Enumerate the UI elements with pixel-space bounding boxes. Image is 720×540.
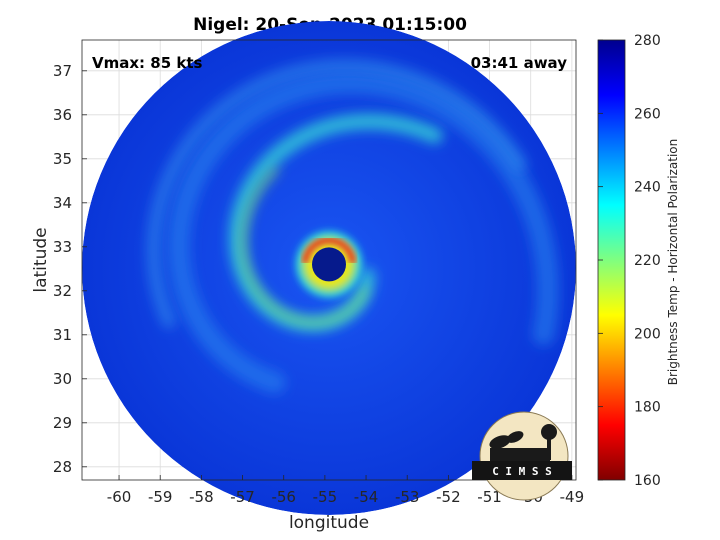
colorbar-tick-label: 280 (634, 33, 661, 49)
x-tick-label: -58 (189, 488, 214, 506)
x-tick-label: -55 (313, 488, 338, 506)
outer-spiral-band (167, 72, 559, 394)
x-tick-label: -52 (436, 488, 461, 506)
y-tick-label: 28 (53, 458, 72, 476)
y-tick-label: 33 (53, 238, 72, 256)
y-axis-label: latitude (31, 227, 51, 292)
logo-dish-left (489, 435, 511, 449)
microwave-swath (82, 21, 576, 515)
y-tick-label: 30 (53, 370, 72, 388)
y-tick-label: 35 (53, 150, 72, 168)
colorbar-tick-label: 200 (634, 326, 661, 342)
logo-building (490, 448, 550, 462)
x-tick-label: -53 (395, 488, 420, 506)
vmax-annotation: Vmax: 85 kts (92, 54, 202, 72)
far-outer-band (146, 58, 528, 329)
logo-text: C I M S S (492, 465, 552, 478)
x-tick-label: -59 (148, 488, 173, 506)
x-axis-ticks: -60-59-58-57-56-55-54-53-52-51-50-49 (107, 475, 584, 506)
logo-water-tower-tank (541, 424, 557, 440)
logo-dish-right (506, 431, 524, 443)
y-axis-ticks: 28 29 30 31 32 33 34 35 36 37 (53, 62, 87, 476)
colorbar-tick-label: 160 (634, 473, 661, 489)
spiral-bands (146, 58, 559, 394)
y-tick-label: 31 (53, 326, 72, 344)
y-tick-label: 29 (53, 414, 72, 432)
colorbar-tick-label: 220 (634, 253, 661, 269)
x-tick-label: -51 (477, 488, 502, 506)
inner-band-core (240, 167, 369, 326)
colorbar-ticks: 160 180 200 220 240 260 280 (598, 33, 661, 489)
x-tick-label: -57 (230, 488, 255, 506)
y-tick-label: 32 (53, 282, 72, 300)
colorbar-tick-label: 180 (634, 400, 661, 416)
y-tick-label: 34 (53, 194, 72, 212)
eyewall-red-arc (301, 236, 357, 265)
colorbar-tick-label: 260 (634, 106, 661, 122)
eye (312, 247, 346, 282)
plot-frame (81, 39, 577, 481)
colorbar-tick-label: 240 (634, 180, 661, 196)
cimss-logo: C I M S S (472, 411, 572, 501)
x-tick-label: -60 (107, 488, 132, 506)
y-tick-label: 36 (53, 106, 72, 124)
y-tick-label: 37 (53, 62, 72, 80)
colorbar-label: Brightness Temp - Horizontal Polarizatio… (666, 139, 680, 386)
x-tick-label: -49 (560, 488, 585, 506)
x-axis-label: longitude (289, 513, 369, 533)
logo-banner (472, 461, 572, 480)
x-tick-label: -54 (354, 488, 379, 506)
time-away-annotation: 03:41 away (471, 54, 568, 72)
x-tick-label: -56 (271, 488, 296, 506)
